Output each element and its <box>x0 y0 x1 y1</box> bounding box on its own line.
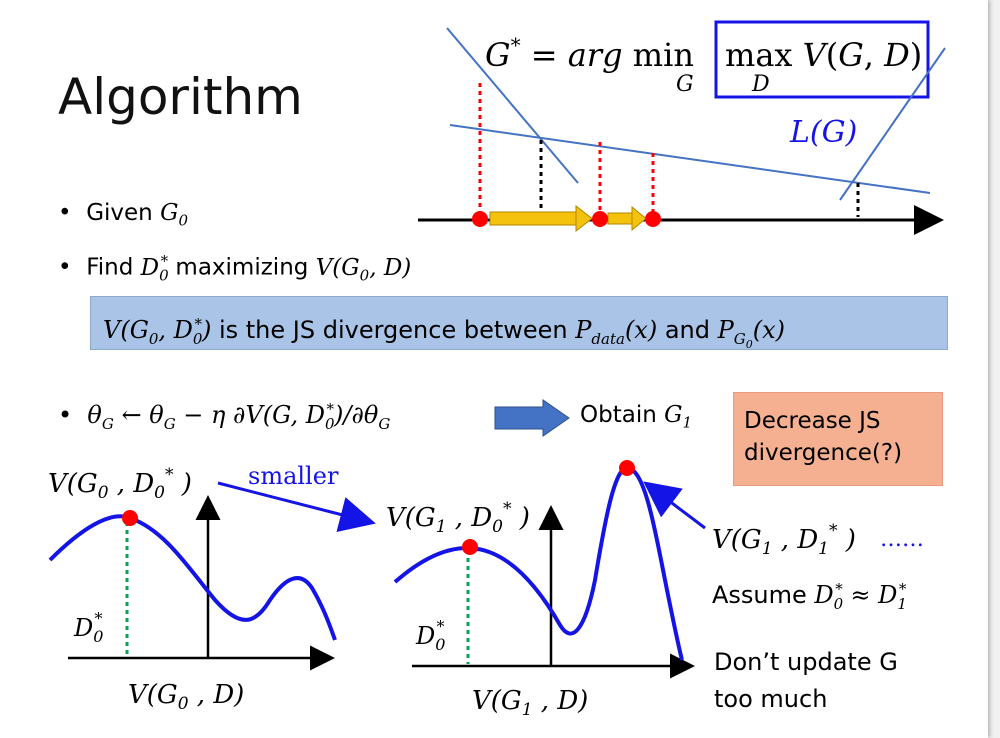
left-curve <box>48 514 337 641</box>
bottom-diagrams: V(G0 , D0* ) D0* V(G0 , D) smaller V(G1 … <box>48 460 924 720</box>
obtain-g1: Obtain G1 <box>580 402 693 432</box>
peak-arrow <box>643 481 706 530</box>
obtain-arrow-icon <box>494 399 570 437</box>
left-d-label: D0* <box>73 609 103 646</box>
right-line <box>839 47 946 201</box>
ellipsis: …… <box>880 527 924 552</box>
right-d-label: D0* <box>415 617 445 654</box>
dont-update-line-2: too much <box>714 685 828 713</box>
bullet-find: • Find D0* maximizing V(G0, D) <box>58 252 412 285</box>
formula-text: G* = arg min <box>485 33 694 74</box>
L-of-G-label: L(G) <box>789 115 857 150</box>
red-dot-1 <box>472 211 488 227</box>
slide-title: Algorithm <box>58 68 303 126</box>
right-top-label: V(G1 , D0* ) <box>386 499 530 537</box>
formula-min-sub: G <box>676 72 694 97</box>
update-rule: • θG ← θG − η ∂V(G, D0*)/∂θG <box>58 400 391 433</box>
gold-arrow-2 <box>607 212 635 225</box>
formula-max: max V(G, D) <box>725 36 922 74</box>
peak-red-dot <box>619 460 635 476</box>
smaller-label: smaller <box>248 462 339 490</box>
left-axis-label: V(G0 , D) <box>128 680 244 714</box>
shallow-line <box>449 124 931 194</box>
steep-line <box>446 27 579 184</box>
gold-arrow-1 <box>489 211 579 226</box>
red-dot-2 <box>592 211 608 227</box>
left-red-dot <box>122 510 138 526</box>
right-axis-label: V(G1 , D) <box>472 686 588 720</box>
bullet-given: • Given G0 <box>58 200 188 230</box>
dont-update-line-1: Don’t update G <box>714 648 898 676</box>
max-highlight-box <box>714 20 930 99</box>
smaller-arrow <box>217 481 376 532</box>
formula-max-sub: D <box>751 72 770 97</box>
peak-label: V(G1 , D1* ) <box>712 521 856 559</box>
js-divergence-box: V(G0, D0*) is the JS divergence between … <box>90 296 948 351</box>
decrease-js-note: Decrease JS divergence(?) <box>733 392 943 486</box>
top-diagram: G* = arg min G max V(G, D) D L(G) <box>418 20 946 235</box>
left-top-label: V(G0 , D0* ) <box>48 465 192 503</box>
assume-text: Assume D0* ≈ D1* <box>712 580 907 613</box>
red-dot-3 <box>645 211 661 227</box>
right-red-dot <box>462 539 478 555</box>
